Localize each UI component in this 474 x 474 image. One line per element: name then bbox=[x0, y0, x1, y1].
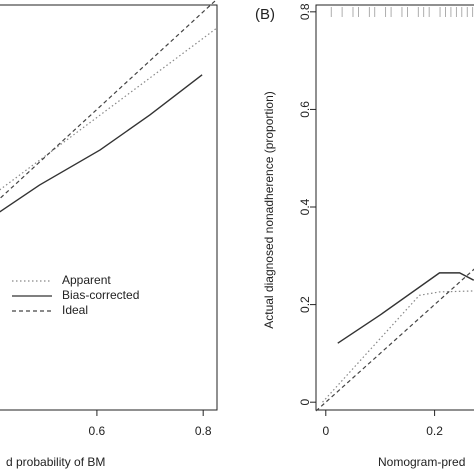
x-tick-label: 0.8 bbox=[195, 424, 212, 438]
y-tick-label: 0 bbox=[298, 399, 312, 406]
legend-label: Ideal bbox=[62, 303, 88, 317]
legend-label: Apparent bbox=[62, 273, 111, 287]
y-tick-label: 0.4 bbox=[298, 198, 312, 215]
line-series bbox=[0, 0, 217, 200]
y-tick-label: 0.6 bbox=[298, 101, 312, 118]
plot-frame bbox=[315, 4, 474, 411]
line-series bbox=[0, 27, 218, 191]
y-tick-label: 0.2 bbox=[298, 296, 312, 313]
x-tick-label: 0 bbox=[322, 424, 329, 438]
x-axis-label: d probability of BM bbox=[6, 455, 105, 469]
plot-frame bbox=[0, 4, 218, 411]
line-series bbox=[315, 268, 474, 412]
x-tick-label: 0.6 bbox=[89, 424, 106, 438]
y-tick-label: 0.8 bbox=[298, 3, 312, 20]
line-series bbox=[337, 272, 474, 344]
line-series bbox=[0, 74, 203, 213]
x-tick-label: 0.2 bbox=[426, 424, 443, 438]
y-axis-label: Actual diagnosed nonadherence (proportio… bbox=[262, 91, 276, 329]
line-series bbox=[322, 290, 474, 403]
legend-label: Bias-corrected bbox=[62, 288, 139, 302]
x-axis-label: Nomogram-pred bbox=[378, 455, 465, 469]
panel-label: (B) bbox=[255, 6, 275, 23]
